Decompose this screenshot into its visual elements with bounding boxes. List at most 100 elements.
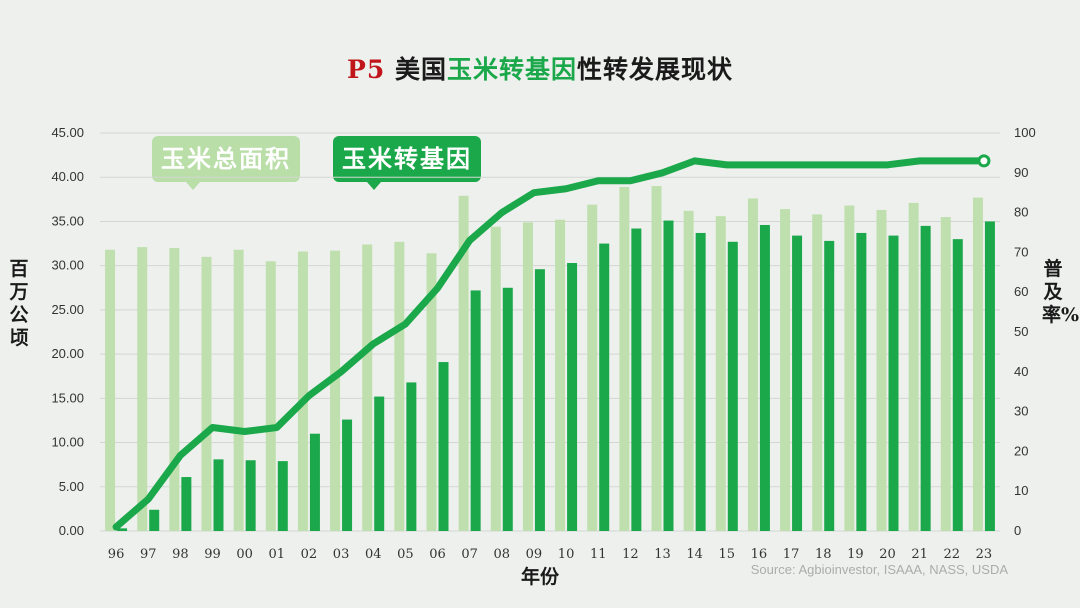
bar-gm-area: [824, 240, 835, 531]
bar-gm-area: [470, 290, 481, 531]
bar-gm-area: [374, 396, 385, 531]
y-tick-label-left: 10.00: [51, 435, 84, 450]
x-tick-label: 08: [494, 547, 511, 562]
x-tick-label: 18: [815, 547, 832, 562]
adoption-rate-point: [308, 395, 310, 397]
bar-gm-area: [792, 235, 803, 531]
x-tick-label: 22: [944, 547, 961, 562]
bar-total-area: [490, 226, 501, 532]
y-tick-label-left: 40.00: [51, 169, 84, 184]
x-tick-label: 07: [461, 547, 478, 562]
bar-total-area: [555, 219, 566, 532]
x-tick-label: 13: [654, 547, 671, 562]
bar-total-area: [683, 210, 694, 531]
bar-gm-area: [759, 224, 770, 531]
x-tick-label: 17: [783, 547, 800, 562]
adoption-rate-point: [565, 188, 567, 190]
x-tick-label: 15: [719, 547, 736, 562]
bar-total-area: [169, 247, 180, 531]
bar-gm-area: [309, 433, 320, 531]
x-tick-label: 10: [558, 547, 575, 562]
bar-total-area: [330, 250, 341, 531]
bar-gm-area: [245, 460, 256, 531]
adoption-rate-point: [276, 427, 278, 429]
bar-gm-area: [984, 221, 995, 531]
bar-total-area: [458, 195, 469, 531]
bar-total-area: [362, 244, 373, 531]
bar-gm-area: [534, 269, 545, 531]
y-tick-label-left: 0.00: [59, 523, 84, 538]
bar-total-area: [265, 261, 276, 531]
adoption-rate-point: [822, 164, 824, 166]
bar-total-area: [972, 197, 983, 531]
bar-gm-area: [406, 382, 417, 531]
adoption-rate-point: [694, 160, 696, 162]
chart-title: P5 美国玉米转基因性转发展现状: [347, 55, 733, 84]
x-axis-label: 年份: [520, 566, 559, 588]
y-tick-label-right: 90: [1014, 165, 1028, 180]
y-tick-label-right: 30: [1014, 404, 1028, 419]
bar-gm-area: [342, 419, 353, 531]
bar-gm-area: [181, 477, 192, 531]
bar-total-area: [908, 202, 919, 532]
x-tick-label: 05: [397, 547, 414, 562]
y-tick-label-left: 20.00: [51, 346, 84, 361]
y-axis-label-left: 百万公顷: [9, 258, 29, 349]
y-tick-label-right: 50: [1014, 324, 1028, 339]
bar-total-area: [780, 209, 791, 531]
adoption-rate-point: [244, 431, 246, 432]
bar-total-area: [137, 247, 148, 532]
adoption-rate-point: [758, 164, 760, 166]
bar-total-area: [522, 222, 533, 531]
bar-total-area: [812, 214, 823, 531]
x-tick-label: 04: [365, 547, 382, 562]
y-tick-label-left: 45.00: [51, 125, 84, 140]
adoption-rate-point: [726, 164, 728, 166]
x-tick-label: 11: [590, 547, 607, 562]
adoption-rate-point: [977, 154, 991, 168]
y-tick-label-right: 0: [1014, 523, 1021, 538]
x-tick-label: 19: [847, 547, 864, 562]
y-tick-label-right: 40: [1014, 364, 1028, 379]
bar-gm-area: [920, 225, 931, 531]
bar-total-area: [426, 253, 437, 532]
y-tick-label-right: 20: [1014, 443, 1028, 458]
y-tick-label-left: 15.00: [51, 390, 84, 405]
adoption-rate-point: [887, 164, 888, 166]
y-tick-label-right: 60: [1014, 284, 1028, 299]
x-tick-label: 03: [333, 547, 350, 562]
bar-total-area: [715, 216, 726, 532]
y-tick-label-left: 35.00: [51, 213, 84, 228]
x-tick-label: 00: [236, 547, 253, 562]
x-tick-label: 98: [172, 547, 189, 562]
x-tick-label: 14: [686, 547, 703, 562]
bar-gm-area: [663, 220, 674, 531]
y-tick-label-left: 5.00: [59, 479, 84, 494]
bar-gm-area: [567, 263, 578, 531]
x-tick-label: 20: [879, 547, 896, 562]
bar-total-area: [394, 241, 405, 531]
bar-total-area: [297, 251, 308, 531]
bar-gm-area: [727, 241, 738, 531]
legend-callout-total-area: 玉米总面积: [152, 136, 300, 190]
x-tick-label: 97: [140, 547, 157, 562]
bar-gm-area: [631, 228, 642, 531]
bar-total-area: [201, 256, 212, 531]
adoption-rate-point: [597, 180, 599, 182]
adoption-rate-point: [340, 371, 342, 373]
y-tick-label-right: 80: [1014, 205, 1028, 220]
bar-total-area: [747, 198, 758, 531]
bar-gm-area: [213, 459, 224, 531]
adoption-rate-point: [147, 498, 149, 500]
adoption-rate-point: [629, 180, 631, 182]
x-tick-label: 21: [911, 547, 928, 562]
adoption-rate-point: [662, 172, 663, 174]
bar-gm-area: [695, 232, 706, 532]
x-tick-label: 02: [301, 547, 318, 562]
y-tick-label-left: 30.00: [51, 258, 84, 273]
adoption-rate-point: [533, 192, 535, 194]
bar-total-area: [876, 209, 887, 532]
y-tick-label-right: 10: [1014, 483, 1028, 498]
adoption-rate-point: [115, 526, 117, 528]
